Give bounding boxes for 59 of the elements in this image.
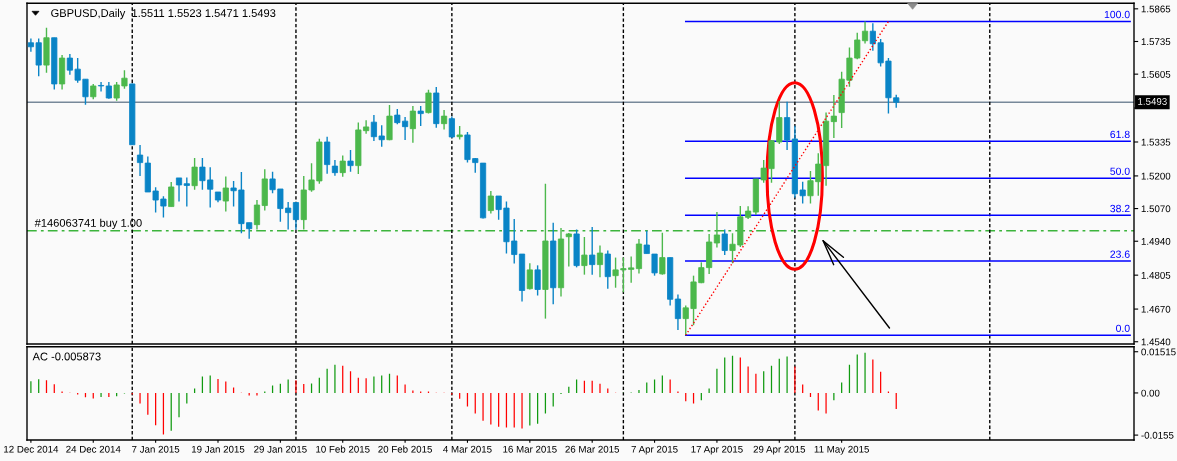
series-label: 61.8 (1110, 130, 1130, 139)
x-tick-label: 24 Dec 2014 (66, 445, 121, 453)
y-tick-label: 0.00 (1141, 389, 1160, 397)
chart-title: AC -0.005873 (32, 352, 101, 361)
candlestick (425, 89, 432, 115)
y-tick-label: 1.5605 (1141, 70, 1171, 78)
candlestick (168, 181, 175, 208)
x-tick-label: 20 Feb 2015 (378, 445, 432, 453)
y-tick-label: 1.5070 (1141, 205, 1171, 213)
x-tick-label: 7 Apr 2015 (631, 445, 678, 455)
candlestick (581, 236, 588, 276)
x-tick-label: 11 May 2015 (814, 445, 869, 455)
series-label: 38.2 (1110, 204, 1130, 213)
candlestick (347, 149, 354, 173)
candlestick (129, 82, 136, 146)
candlestick (51, 37, 58, 91)
x-tick-label: 4 Mar 2015 (443, 445, 492, 453)
ref-line-label: 1.5493 (1138, 98, 1167, 105)
candlestick (659, 231, 666, 276)
candlestick (721, 228, 728, 256)
x-tick-label: 16 Mar 2015 (503, 445, 557, 453)
x-tick-label: 10 Feb 2015 (316, 445, 370, 453)
candlestick (339, 154, 346, 178)
series-label: 0.0 (1116, 324, 1130, 333)
y-tick-label: 1.4540 (1141, 338, 1171, 346)
y-tick-label: 1.4670 (1141, 305, 1171, 313)
candlestick (386, 104, 393, 141)
x-tick-label: 17 Apr 2015 (691, 445, 743, 455)
series-label: 23.6 (1110, 250, 1130, 258)
series-label: 50.0 (1110, 167, 1130, 175)
candlestick (43, 26, 50, 74)
x-tick-label: 7 Jan 2015 (132, 445, 180, 453)
candlestick (534, 264, 541, 297)
x-tick-label: 26 Mar 2015 (565, 445, 620, 453)
candlestick (222, 175, 229, 213)
y-tick-label: 1.5335 (1141, 138, 1171, 146)
line-series (685, 20, 890, 336)
y-tick-label: 1.5200 (1141, 172, 1171, 180)
candlestick (417, 105, 424, 127)
x-tick-label: 12 Dec 2014 (4, 445, 59, 453)
x-tick-label: 19 Jan 2015 (191, 445, 245, 453)
x-tick-label: 29 Apr 2015 (753, 445, 806, 455)
y-tick-label: 1.4805 (1141, 271, 1171, 279)
y-tick-label: 0.01515 (1141, 348, 1176, 356)
x-tick-label: 29 Jan 2015 (254, 445, 307, 453)
candlestick (191, 157, 198, 191)
y-tick-label: 1.4940 (1141, 237, 1171, 245)
chart-title: GBPUSD,Daily 1.5511 1.5523 1.5471 1.5493 (51, 8, 276, 20)
y-tick-label: 1.5865 (1141, 5, 1171, 13)
y-tick-label: 1.5735 (1141, 38, 1171, 46)
series-label: 100.0 (1104, 10, 1130, 19)
y-tick-label: -0.0155 (1141, 431, 1174, 439)
candlestick (604, 249, 611, 290)
candlestick (433, 86, 440, 129)
candlestick (573, 228, 580, 269)
ref-line-label: #146063741 buy 1.00 (34, 218, 142, 230)
candlestick (97, 81, 105, 93)
candlestick (542, 183, 549, 320)
candlestick (550, 221, 557, 305)
